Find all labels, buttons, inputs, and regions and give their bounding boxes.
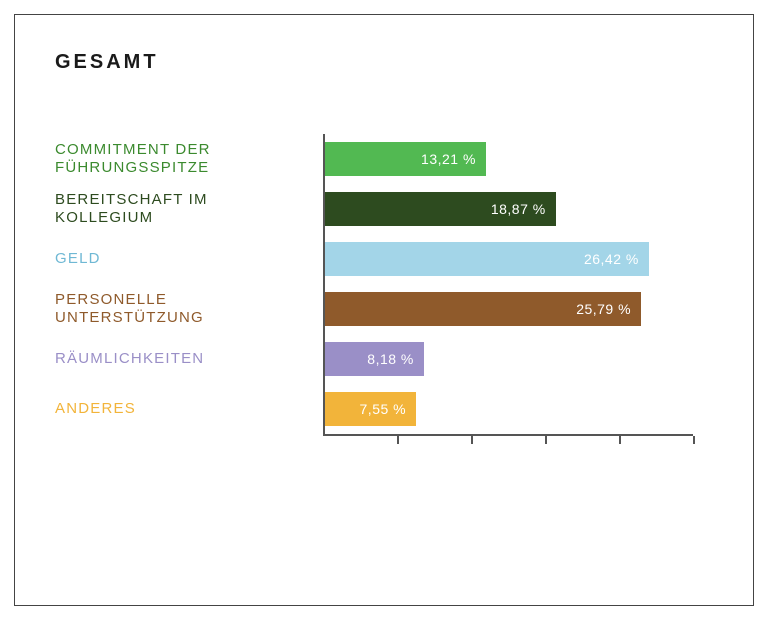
- x-tick: [397, 436, 399, 444]
- category-label: ANDERES: [55, 384, 323, 434]
- x-tick: [545, 436, 547, 444]
- y-axis: [323, 134, 325, 436]
- plot-area: 13,21 % 18,87 % 26,42 % 25,79 % 8,18 % 7,55 %: [323, 134, 693, 446]
- bar: 26,42 %: [323, 242, 649, 276]
- bar: 13,21 %: [323, 142, 486, 176]
- bar-row: 13,21 %: [323, 134, 693, 184]
- bar-row: 8,18 %: [323, 334, 693, 384]
- chart-frame: GESAMT COMMITMENT DER FÜHRUNGSSPITZEBERE…: [14, 14, 754, 606]
- category-label: BEREITSCHAFT IM KOLLEGIUM: [55, 184, 323, 234]
- x-tick: [471, 436, 473, 444]
- bar-row: 25,79 %: [323, 284, 693, 334]
- chart-area: COMMITMENT DER FÜHRUNGSSPITZEBEREITSCHAF…: [55, 134, 713, 446]
- x-tick: [693, 436, 695, 444]
- bar: 8,18 %: [323, 342, 424, 376]
- bar: 18,87 %: [323, 192, 556, 226]
- bar-row: 18,87 %: [323, 184, 693, 234]
- category-label: PERSONELLE UNTERSTÜTZUNG: [55, 284, 323, 334]
- category-labels: COMMITMENT DER FÜHRUNGSSPITZEBEREITSCHAF…: [55, 134, 323, 434]
- x-ticks: [323, 436, 693, 444]
- chart-title: GESAMT: [55, 51, 713, 74]
- bar: 7,55 %: [323, 392, 416, 426]
- bar-row: 26,42 %: [323, 234, 693, 284]
- category-label: GELD: [55, 234, 323, 284]
- bar-row: 7,55 %: [323, 384, 693, 434]
- x-tick: [619, 436, 621, 444]
- bars-container: 13,21 % 18,87 % 26,42 % 25,79 % 8,18 % 7,55 %: [323, 134, 693, 434]
- category-label: COMMITMENT DER FÜHRUNGSSPITZE: [55, 134, 323, 184]
- bar: 25,79 %: [323, 292, 641, 326]
- category-label: RÄUMLICHKEITEN: [55, 334, 323, 384]
